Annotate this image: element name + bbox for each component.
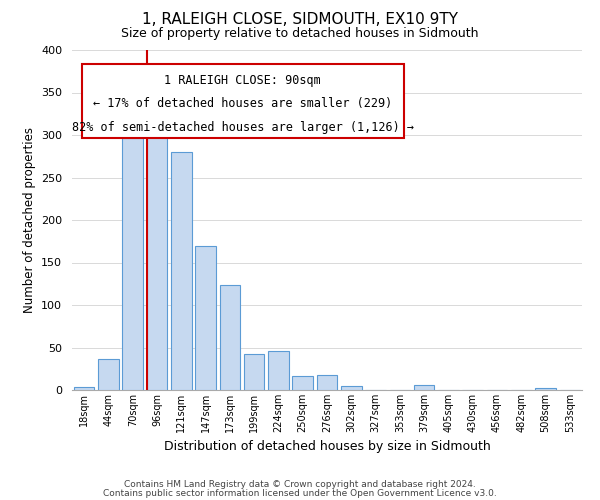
Bar [341, 386, 362, 390]
Y-axis label: Number of detached properties: Number of detached properties [23, 127, 35, 313]
Text: 1 RALEIGH CLOSE: 90sqm: 1 RALEIGH CLOSE: 90sqm [164, 74, 321, 87]
Bar [292, 376, 313, 390]
Bar [535, 388, 556, 390]
Text: ← 17% of detached houses are smaller (229): ← 17% of detached houses are smaller (22… [93, 97, 392, 110]
Bar [244, 354, 265, 390]
Bar [74, 386, 94, 390]
Text: 1, RALEIGH CLOSE, SIDMOUTH, EX10 9TY: 1, RALEIGH CLOSE, SIDMOUTH, EX10 9TY [142, 12, 458, 28]
Text: 82% of semi-detached houses are larger (1,126) →: 82% of semi-detached houses are larger (… [72, 120, 414, 134]
FancyBboxPatch shape [82, 64, 404, 138]
Bar [146, 110, 167, 390]
Bar [317, 374, 337, 390]
Text: Contains HM Land Registry data © Crown copyright and database right 2024.: Contains HM Land Registry data © Crown c… [124, 480, 476, 489]
Bar [414, 385, 434, 390]
Bar [195, 246, 216, 390]
X-axis label: Distribution of detached houses by size in Sidmouth: Distribution of detached houses by size … [164, 440, 490, 454]
Bar [98, 358, 119, 390]
Bar [171, 152, 191, 390]
Text: Size of property relative to detached houses in Sidmouth: Size of property relative to detached ho… [121, 28, 479, 40]
Bar [220, 284, 240, 390]
Text: Contains public sector information licensed under the Open Government Licence v3: Contains public sector information licen… [103, 489, 497, 498]
Bar [268, 351, 289, 390]
Bar [122, 138, 143, 390]
